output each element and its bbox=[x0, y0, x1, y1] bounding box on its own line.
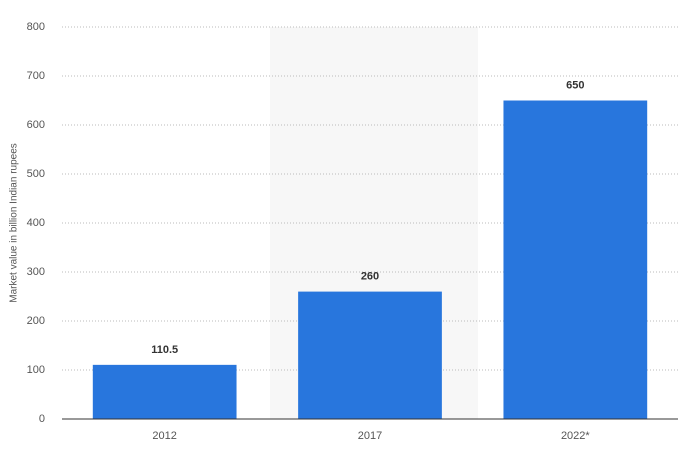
y-tick-label: 800 bbox=[27, 21, 45, 33]
x-tick-label: 2012 bbox=[152, 430, 176, 442]
y-tick-label: 100 bbox=[27, 364, 45, 376]
y-tick-label: 300 bbox=[27, 266, 45, 278]
data-label: 260 bbox=[361, 271, 379, 283]
bar bbox=[92, 364, 237, 419]
y-axis-label: Market value in billion Indian rupees bbox=[9, 143, 20, 303]
y-tick-label: 600 bbox=[27, 119, 45, 131]
x-tick-label: 2017 bbox=[358, 430, 382, 442]
data-label: 110.5 bbox=[151, 344, 178, 356]
y-tick-label: 400 bbox=[27, 217, 45, 229]
x-tick-label: 2022* bbox=[561, 430, 590, 442]
y-tick-label: 500 bbox=[27, 168, 45, 180]
y-tick-label: 0 bbox=[39, 413, 45, 425]
bar bbox=[503, 100, 648, 419]
bar bbox=[298, 291, 442, 419]
y-tick-label: 200 bbox=[27, 315, 45, 327]
data-label: 650 bbox=[566, 79, 584, 91]
y-tick-label: 700 bbox=[27, 70, 45, 82]
